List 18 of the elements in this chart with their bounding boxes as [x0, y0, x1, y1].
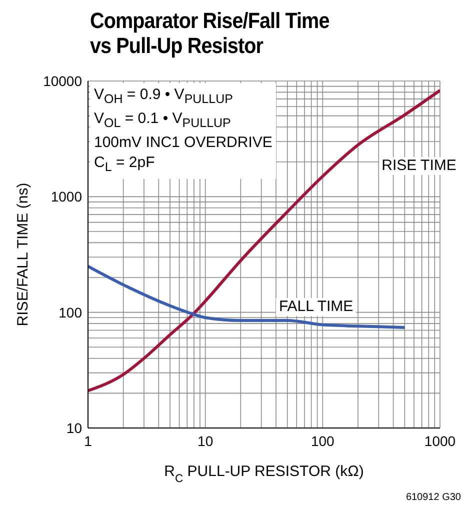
annotation: V$_{OH}$ = 0.9 • V$_{PULLUP}$	[94, 85, 234, 108]
annotation: C$_{L}$ = 2pF	[94, 153, 156, 176]
annotation: V$_{OL}$ = 0.1 • V$_{PULLUP}$	[94, 109, 232, 132]
x-axis-title: R$_{C}$ PULL-UP RESISTOR (kΩ)	[164, 463, 364, 485]
annotation: 100mV INC1 OVERDRIVE	[94, 133, 272, 153]
chart-title: Comparator Rise/Fall Time vs Pull-Up Resistor	[90, 8, 330, 60]
x-tick-label: 1	[84, 432, 92, 449]
y-tick-label: 10	[66, 420, 82, 436]
y-tick-label: 10000	[43, 72, 82, 89]
y-tick-label: 100	[58, 304, 82, 320]
x-tick-label: 100	[310, 432, 335, 449]
y-tick-label: 1000	[50, 188, 82, 205]
text: 610912 G30	[406, 492, 461, 503]
y-axis-title: RISE/FALL TIME (ns)	[14, 182, 32, 326]
series-label: RISE TIME	[378, 157, 460, 176]
x-tick-label: 1000	[424, 432, 456, 449]
series-label: FALL TIME	[276, 298, 356, 316]
x-tick-label: 10	[198, 432, 214, 449]
